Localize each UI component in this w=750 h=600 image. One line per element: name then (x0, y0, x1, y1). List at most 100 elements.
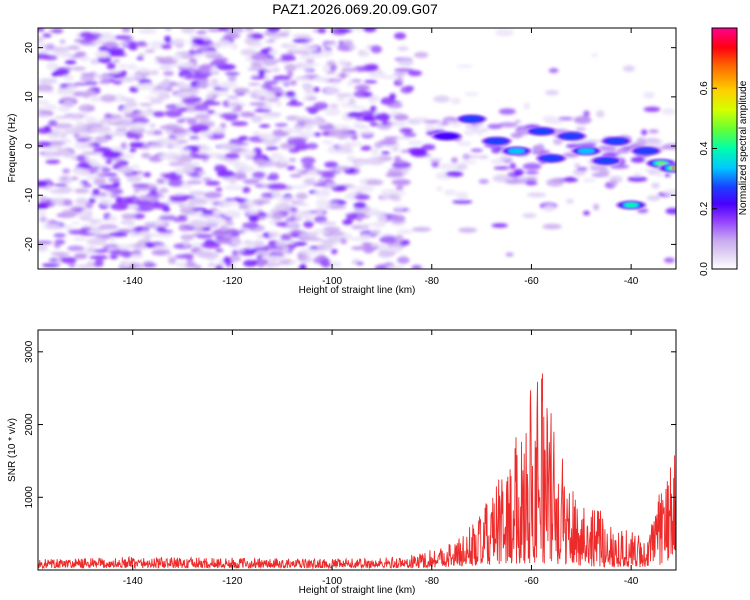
spectrogram-noise-blob (394, 32, 407, 40)
spectrogram-noise-blob (216, 239, 234, 244)
spectrogram-noise-blob (252, 240, 265, 249)
spectrogram-noise-blob (372, 221, 387, 228)
spectrogram-noise-blob (410, 148, 428, 157)
spectrogram-noise-blob (38, 99, 50, 105)
spectrogram-noise-blob (214, 112, 222, 117)
spectrogram-noise-blob (243, 259, 258, 267)
spectrogram-noise-blob (218, 81, 234, 90)
spectrogram-noise-blob (120, 97, 136, 102)
spectrogram-noise-blob (455, 163, 468, 171)
spectrogram-noise-blob (229, 241, 245, 246)
spectrogram-noise-blob (321, 140, 334, 145)
spectrogram-noise-blob (315, 115, 322, 121)
spectrogram-noise-blob (298, 248, 317, 256)
spectrogram-noise-blob (317, 28, 327, 34)
spectrogram-noise-blob (209, 90, 230, 97)
spectrogram-noise-blob (200, 51, 220, 55)
spectrogram-noise-blob (67, 245, 84, 252)
spectrogram-noise-blob (336, 92, 354, 98)
spectrogram-noise-blob (385, 172, 405, 178)
spectrogram-noise-blob (51, 71, 59, 77)
spectrogram-noise-blob (110, 194, 119, 198)
spectrogram-x-tick-label: -140 (123, 276, 143, 287)
spectrogram-noise-blob (79, 215, 93, 221)
spectrogram-noise-blob (575, 127, 587, 131)
spectrogram-noise-blob (301, 82, 313, 90)
spectrogram-noise-blob (583, 210, 590, 216)
spectrogram-noise-blob (260, 255, 279, 260)
spectrogram-noise-blob (378, 139, 398, 146)
spectrogram-noise-blob (98, 184, 117, 189)
spectrogram-noise-blob (197, 170, 207, 176)
spectrogram-noise-blob (38, 49, 54, 53)
spectrogram-noise-blob (357, 214, 371, 219)
spectrogram-noise-blob (370, 45, 382, 54)
spectrogram-noise-blob (305, 142, 319, 150)
spectrogram-noise-blob (128, 122, 147, 130)
spectrogram-noise-blob (286, 165, 296, 171)
spectrogram-noise-blob (57, 186, 73, 194)
spectrogram-noise-blob (101, 167, 112, 173)
spectrogram-noise-blob (167, 179, 185, 187)
spectrogram-noise-blob (89, 255, 109, 260)
spectrogram-noise-blob (301, 164, 309, 168)
spectrogram-noise-blob (100, 94, 117, 103)
spectrogram-noise-blob (545, 89, 559, 96)
spectrogram-noise-blob (171, 38, 186, 46)
spectrogram-noise-blob (458, 227, 478, 233)
spectrogram-feature-contour (671, 166, 676, 170)
spectrogram-noise-blob (131, 183, 150, 188)
spectrogram-noise-blob (159, 82, 170, 89)
spectrogram-noise-blob (149, 41, 166, 46)
spectrogram-noise-blob (230, 42, 238, 50)
spectrogram-noise-blob (92, 125, 112, 133)
spectrogram-noise-blob (229, 254, 242, 262)
spectrogram-noise-blob (108, 232, 128, 237)
spectrogram-noise-blob (186, 117, 198, 126)
snr-y-ticks: 1000 2000 3000 (24, 340, 676, 508)
spectrogram-noise-blob (357, 131, 376, 135)
spectrogram-noise-blob (225, 72, 240, 76)
spectrogram-y-tick-label: -20 (24, 237, 35, 252)
spectrogram-noise-blob (397, 256, 410, 264)
spectrogram-x-tick-label: -60 (524, 276, 539, 287)
spectrogram-noise-blob (302, 177, 317, 186)
spectrogram-noise-blob (210, 59, 227, 67)
spectrogram-noise-blob (296, 119, 311, 125)
spectrogram-noise-blob (250, 115, 263, 123)
spectrogram-noise-blob (259, 132, 275, 141)
spectrogram-noise-blob (165, 28, 172, 31)
spectrogram-noise-blob (115, 128, 128, 132)
spectrogram-noise-blob (227, 74, 237, 83)
spectrogram-noise-blob (129, 115, 147, 120)
spectrogram-noise-blob (225, 220, 234, 226)
spectrogram-noise-blob (400, 168, 409, 175)
spectrogram-noise-blob (167, 256, 177, 265)
spectrogram-noise-blob (295, 169, 303, 173)
spectrogram-noise-blob (51, 28, 64, 34)
spectrogram-noise-blob (104, 113, 113, 118)
spectrogram-noise-blob (136, 56, 144, 61)
spectrogram-noise-blob (88, 197, 96, 204)
spectrogram-noise-blob (84, 123, 104, 128)
spectrogram-noise-blob (393, 113, 409, 121)
spectrogram-noise-blob (304, 106, 322, 111)
spectrogram-noise-blob (59, 149, 71, 156)
spectrogram-noise-blob (342, 233, 353, 240)
spectrogram-noise-blob (110, 202, 130, 211)
spectrogram-noise-blob (374, 113, 391, 121)
spectrogram-noise-blob (525, 180, 538, 186)
spectrogram-noise-blob (75, 138, 89, 143)
spectrogram-noise-blob (271, 212, 284, 221)
spectrogram-x-tick-label: -80 (425, 276, 440, 287)
spectrogram-noise-blob (181, 97, 198, 105)
spectrogram-noise-blob (75, 120, 85, 126)
spectrogram-noise-blob (206, 110, 216, 115)
spectrogram-noise-blob (329, 64, 338, 70)
spectrogram-noise-blob (258, 69, 265, 78)
spectrogram-noise-blob (115, 124, 134, 128)
spectrogram-noise-blob (289, 98, 298, 103)
snr-panel: -140 -120 -100 -80 -60 -40 1000 2000 3000 Heigh… (7, 329, 677, 596)
spectrogram-noise-blob (345, 213, 358, 221)
spectrogram-noise-blob (250, 54, 268, 61)
